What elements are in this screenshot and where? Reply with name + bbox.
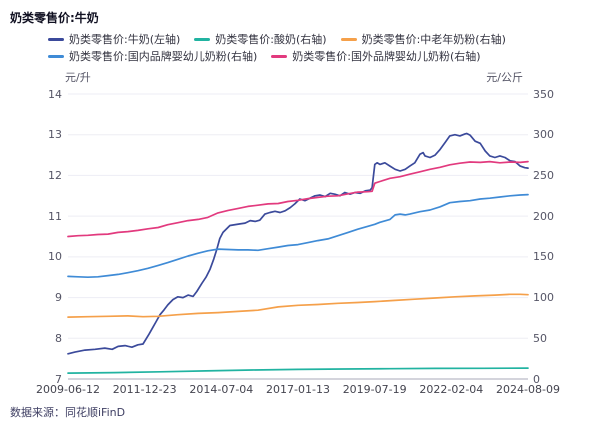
left-axis-tick: 10 [48,250,62,264]
legend-row: 奶类零售价:国内品牌婴幼儿奶粉(右轴) 奶类零售价:国外品牌婴幼儿奶粉(右轴) [48,50,506,63]
right-axis-tick: 50 [533,331,547,345]
legend-item-4[interactable]: 奶类零售价:国外品牌婴幼儿奶粉(右轴) [271,50,481,63]
legend-label: 奶类零售价:中老年奶粉(右轴) [361,33,506,46]
left-axis-tick: 7 [55,372,62,386]
left-axis-tick: 14 [48,87,62,101]
series-line-2[interactable] [67,293,529,318]
x-axis-tick: 2011-12-23 [112,383,177,396]
legend-item-2[interactable]: 奶类零售价:中老年奶粉(右轴) [340,33,506,46]
left-axis-unit: 元/升 [65,71,91,84]
right-axis-tick: 150 [533,250,554,264]
legend-label: 奶类零售价:酸奶(右轴) [215,33,327,46]
x-axis-tick: 2024-08-09 [496,383,560,396]
legend-swatch-icon [194,38,211,41]
left-axis-tick: 9 [55,291,62,305]
right-axis-tick: 300 [533,128,554,142]
x-axis-tick: 2017-01-13 [266,383,330,396]
series-line-3[interactable] [67,193,529,279]
series-line-4[interactable] [67,160,529,238]
series-line-1[interactable] [67,367,529,374]
legend-swatch-icon [271,55,288,58]
legend-swatch-icon [48,55,64,58]
legend-item-0[interactable]: 奶类零售价:牛奶(左轴) [48,33,180,46]
legend-item-1[interactable]: 奶类零售价:酸奶(右轴) [194,33,327,46]
right-axis-tick: 250 [533,168,554,182]
right-axis-tick: 350 [533,87,554,101]
right-axis-tick: 0 [533,372,540,386]
x-axis-tick: 2022-02-04 [419,383,484,396]
legend: 奶类零售价:牛奶(左轴) 奶类零售价:酸奶(右轴) 奶类零售价:中老年奶粉(右轴) 奶… [48,33,506,63]
left-axis-tick: 13 [48,128,62,142]
legend-row: 奶类零售价:牛奶(左轴) 奶类零售价:酸奶(右轴) 奶类零售价:中老年奶粉(右轴) [48,33,506,46]
legend-label: 奶类零售价:国内品牌婴幼儿奶粉(右轴) [69,50,258,63]
data-source-note: 数据来源：同花顺iFinD [10,406,126,419]
right-axis-tick: 100 [533,291,554,305]
legend-swatch-icon [48,38,64,41]
x-axis-tick: 2009-06-12 [36,383,100,396]
right-axis-unit: 元/公斤 [486,71,523,84]
series-line-0[interactable] [67,132,529,355]
chart-title: 奶类零售价:牛奶 [10,11,99,25]
left-axis-tick: 8 [55,331,62,345]
left-axis-tick: 11 [48,209,62,223]
x-axis-tick: 2019-07-19 [342,383,407,396]
legend-label: 奶类零售价:国外品牌婴幼儿奶粉(右轴) [292,50,481,63]
legend-label: 奶类零售价:牛奶(左轴) [69,33,181,46]
x-axis-tick: 2014-07-04 [189,383,254,396]
right-axis-tick: 200 [533,209,554,223]
legend-swatch-icon [340,38,357,41]
legend-item-3[interactable]: 奶类零售价:国内品牌婴幼儿奶粉(右轴) [48,50,257,63]
left-axis-tick: 12 [48,168,62,182]
